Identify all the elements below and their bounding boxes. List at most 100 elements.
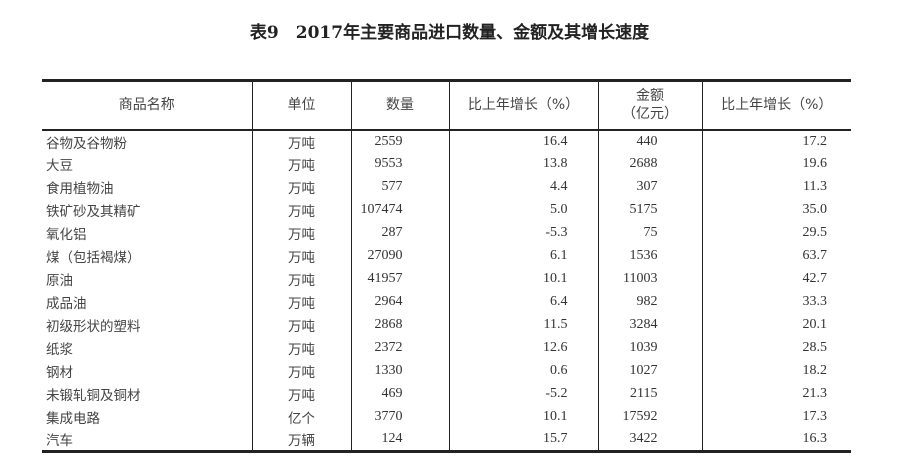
cell-name: 大豆: [46, 158, 73, 174]
header-amount-label: 金额: [636, 88, 664, 105]
cell-quantity: 287: [350, 221, 449, 245]
cell-amount: 2688: [597, 152, 702, 176]
cell-amount: 307: [597, 175, 702, 199]
cell-quantity: 3770: [350, 405, 449, 429]
cell-amount: 1039: [597, 336, 702, 360]
cell-amount: 1027: [597, 359, 702, 383]
cell-quantity-growth: 10.1: [448, 405, 598, 429]
cell-amount-growth: 18.2: [701, 359, 851, 383]
cell-name: 纸浆: [46, 342, 73, 358]
cell-quantity: 41957: [350, 267, 449, 291]
table-row: 谷物及谷物粉 万吨 2559 16.4 440 17.2: [42, 129, 851, 153]
cell-name: 原油: [46, 273, 73, 289]
cell-unit: 万辆: [251, 428, 351, 453]
cell-unit: 万吨: [251, 152, 351, 176]
cell-quantity-growth: -5.2: [448, 382, 598, 406]
cell-quantity-growth: 4.4: [448, 175, 598, 199]
cell-quantity: 2868: [350, 313, 449, 337]
table-title: 表9 2017年主要商品进口数量、金额及其增长速度: [249, 23, 650, 43]
cell-amount-growth: 35.0: [701, 198, 851, 222]
cell-unit: 万吨: [251, 290, 351, 314]
cell-quantity: 469: [350, 382, 449, 406]
table-row: 大豆 万吨 9553 13.8 2688 19.6: [42, 152, 851, 176]
cell-name: 铁矿砂及其精矿: [46, 204, 141, 220]
cell-amount-growth: 17.3: [701, 405, 851, 429]
cell-quantity: 577: [350, 175, 449, 199]
import-table: 商品名称 单位 数量 比上年增长（%） 金额 （亿元） 比上年增长（%） 谷物及谷…: [42, 79, 851, 453]
cell-unit: 万吨: [251, 244, 351, 268]
header-amount-growth: 比上年增长（%）: [701, 80, 851, 130]
cell-unit: 万吨: [251, 313, 351, 337]
cell-amount: 5175: [597, 198, 702, 222]
header-name: 商品名称: [118, 97, 175, 114]
table-row: 原油 万吨 41957 10.1 11003 42.7: [42, 267, 851, 291]
cell-quantity: 2964: [350, 290, 449, 314]
cell-quantity-growth: 6.1: [448, 244, 598, 268]
cell-quantity-growth: 15.7: [448, 428, 598, 453]
cell-unit: 万吨: [251, 198, 351, 222]
cell-name: 食用植物油: [46, 181, 114, 197]
cell-amount-growth: 33.3: [701, 290, 851, 314]
header-amount-unit: （亿元）: [622, 106, 678, 123]
cell-name: 氧化铝: [46, 227, 87, 243]
cell-amount: 3284: [597, 313, 702, 337]
cell-quantity: 2559: [350, 129, 449, 153]
cell-quantity: 2372: [350, 336, 449, 360]
cell-amount-growth: 28.5: [701, 336, 851, 360]
cell-unit: 万吨: [251, 267, 351, 291]
cell-name: 成品油: [46, 296, 87, 312]
cell-name: 钢材: [46, 365, 73, 381]
cell-quantity-growth: 6.4: [448, 290, 598, 314]
table-row: 汽车 万辆 124 15.7 3422 16.3: [42, 428, 851, 453]
cell-unit: 万吨: [251, 359, 351, 383]
cell-amount: 11003: [597, 267, 702, 291]
cell-unit: 亿个: [251, 405, 351, 429]
table-row: 氧化铝 万吨 287 -5.3 75 29.5: [42, 221, 851, 245]
cell-name: 初级形状的塑料: [46, 319, 141, 335]
cell-quantity-growth: 13.8: [448, 152, 598, 176]
header-quantity: 数量: [350, 80, 449, 130]
cell-name: 煤（包括褐煤）: [46, 250, 141, 266]
cell-amount: 982: [597, 290, 702, 314]
cell-name: 集成电路: [46, 411, 100, 427]
table-row: 集成电路 亿个 3770 10.1 17592 17.3: [42, 405, 851, 429]
cell-amount: 1536: [597, 244, 702, 268]
cell-unit: 万吨: [251, 336, 351, 360]
table-row: 食用植物油 万吨 577 4.4 307 11.3: [42, 175, 851, 199]
cell-amount-growth: 42.7: [701, 267, 851, 291]
cell-amount: 3422: [597, 428, 702, 453]
cell-amount-growth: 63.7: [701, 244, 851, 268]
cell-amount: 440: [597, 129, 702, 153]
cell-amount-growth: 11.3: [701, 175, 851, 199]
cell-quantity: 9553: [350, 152, 449, 176]
cell-amount-growth: 16.3: [701, 428, 851, 453]
cell-amount: 17592: [597, 405, 702, 429]
cell-amount-growth: 19.6: [701, 152, 851, 176]
cell-quantity-growth: -5.3: [448, 221, 598, 245]
cell-unit: 万吨: [251, 382, 351, 406]
header-amount: 金额 （亿元）: [597, 80, 702, 130]
cell-name: 未锻轧铜及铜材: [46, 388, 141, 404]
cell-amount: 75: [597, 221, 702, 245]
cell-quantity-growth: 16.4: [448, 129, 598, 153]
table-row: 钢材 万吨 1330 0.6 1027 18.2: [42, 359, 851, 383]
table-row: 铁矿砂及其精矿 万吨 107474 5.0 5175 35.0: [42, 198, 851, 222]
cell-quantity-growth: 11.5: [448, 313, 598, 337]
header-row: 商品名称 单位 数量 比上年增长（%） 金额 （亿元） 比上年增长（%）: [42, 80, 851, 130]
cell-quantity-growth: 0.6: [448, 359, 598, 383]
cell-amount-growth: 29.5: [701, 221, 851, 245]
cell-quantity-growth: 10.1: [448, 267, 598, 291]
header-quantity-growth: 比上年增长（%）: [448, 80, 598, 130]
cell-quantity: 1330: [350, 359, 449, 383]
cell-amount-growth: 17.2: [701, 129, 851, 153]
table-row: 未锻轧铜及铜材 万吨 469 -5.2 2115 21.3: [42, 382, 851, 406]
cell-amount-growth: 21.3: [701, 382, 851, 406]
header-unit: 单位: [251, 80, 351, 130]
table-row: 纸浆 万吨 2372 12.6 1039 28.5: [42, 336, 851, 360]
cell-quantity-growth: 5.0: [448, 198, 598, 222]
cell-name: 汽车: [42, 428, 252, 453]
cell-unit: 万吨: [251, 175, 351, 199]
cell-name: 谷物及谷物粉: [46, 135, 127, 152]
cell-amount-growth: 20.1: [701, 313, 851, 337]
cell-quantity-growth: 12.6: [448, 336, 598, 360]
